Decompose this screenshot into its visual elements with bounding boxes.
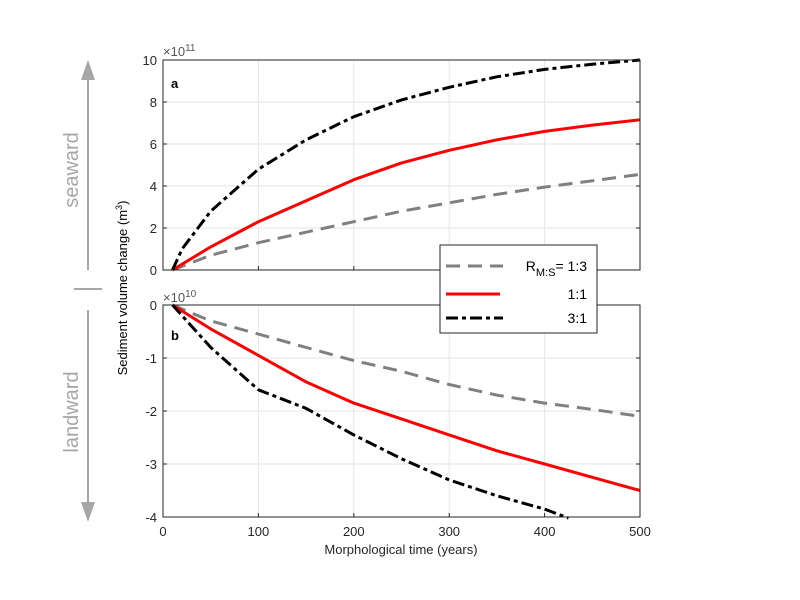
ticks-b: 0 100 200 300 400 500 -4 -3 -2 -1 0 [145,298,650,539]
arrow-up-icon [81,60,95,80]
panel-label-a: a [171,76,179,91]
series-a [171,58,641,272]
y-tick-label: 0 [150,298,157,313]
series-b [171,303,641,520]
y-tick-label: -1 [145,351,157,366]
exponent-a: ×1011 [163,43,196,59]
y-tick-label: -2 [145,404,157,419]
series-line-ratio_3_1 [171,303,570,520]
x-tick-label: 100 [248,524,270,539]
x-tick-label: 500 [629,524,651,539]
legend: RM:S= 1:3 1:1 3:1 [439,244,598,334]
x-tick-label: 200 [343,524,365,539]
y-tick-label: 0 [150,263,157,278]
landward-label: landward [61,371,83,452]
y-tick-label: 2 [150,221,157,236]
y-tick-label: 8 [150,95,157,110]
series-line-ratio_1_3 [171,303,641,418]
x-axis-label: Morphological time (years) [324,542,477,557]
legend-box [439,244,598,334]
series-line-ratio_1_1 [171,118,641,272]
series-line-ratio_3_1 [171,58,641,271]
x-tick-label: 0 [159,524,166,539]
y-axis-label: Sediment volume change (m3) [114,201,130,376]
legend-entry-1-1: 1:1 [568,286,588,302]
axes-a-frame [162,59,641,271]
y-tick-label: -4 [145,510,157,525]
ticks-a: 0 2 4 6 8 10 [143,53,641,278]
panel-label-b: b [171,328,179,343]
series-line-ratio_1_1 [171,303,641,492]
seaward-label: seaward [61,132,83,208]
grid-a [162,59,641,271]
x-tick-label: 400 [534,524,556,539]
series-line-ratio_1_3 [171,172,641,272]
arrow-down-icon [81,502,95,522]
legend-entry-3-1: 3:1 [568,310,588,326]
y-tick-label: 6 [150,137,157,152]
y-tick-label: 10 [143,53,157,68]
y-tick-label: 4 [150,179,157,194]
exponent-b: ×1010 [163,289,197,305]
legend-entry-1-3: RM:S= 1:3 [526,258,587,279]
grid-b [162,304,641,518]
y-tick-label: -3 [145,457,157,472]
x-tick-label: 300 [438,524,460,539]
